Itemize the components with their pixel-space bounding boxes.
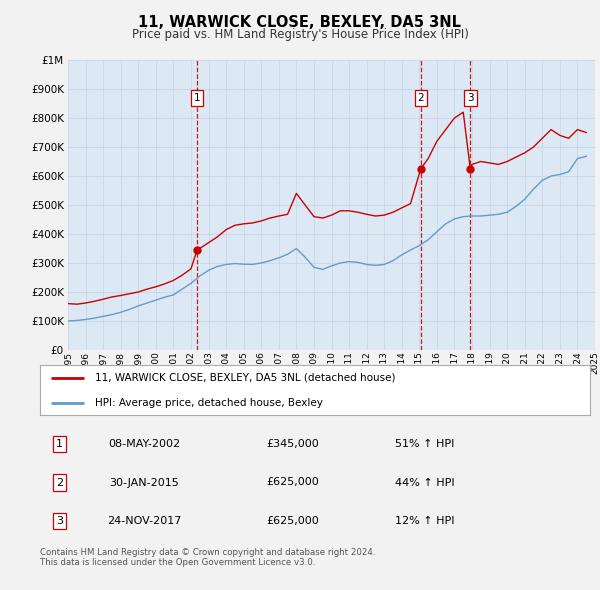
Text: 30-JAN-2015: 30-JAN-2015 xyxy=(110,477,179,487)
Text: 2: 2 xyxy=(418,93,424,103)
Text: 11, WARWICK CLOSE, BEXLEY, DA5 3NL: 11, WARWICK CLOSE, BEXLEY, DA5 3NL xyxy=(139,15,461,30)
Text: 24-NOV-2017: 24-NOV-2017 xyxy=(107,516,182,526)
Text: Contains HM Land Registry data © Crown copyright and database right 2024.
This d: Contains HM Land Registry data © Crown c… xyxy=(40,548,376,568)
Text: £345,000: £345,000 xyxy=(266,439,319,449)
Text: 08-MAY-2002: 08-MAY-2002 xyxy=(109,439,181,449)
Text: 11, WARWICK CLOSE, BEXLEY, DA5 3NL (detached house): 11, WARWICK CLOSE, BEXLEY, DA5 3NL (deta… xyxy=(95,372,395,382)
Text: 44% ↑ HPI: 44% ↑ HPI xyxy=(395,477,455,487)
Text: 3: 3 xyxy=(467,93,473,103)
Text: 1: 1 xyxy=(56,439,63,449)
Text: HPI: Average price, detached house, Bexley: HPI: Average price, detached house, Bexl… xyxy=(95,398,323,408)
Text: 1: 1 xyxy=(194,93,200,103)
Text: 51% ↑ HPI: 51% ↑ HPI xyxy=(395,439,455,449)
Text: 3: 3 xyxy=(56,516,63,526)
Text: 2: 2 xyxy=(56,477,63,487)
Text: £625,000: £625,000 xyxy=(266,516,319,526)
Text: £625,000: £625,000 xyxy=(266,477,319,487)
Text: Price paid vs. HM Land Registry's House Price Index (HPI): Price paid vs. HM Land Registry's House … xyxy=(131,28,469,41)
Text: 12% ↑ HPI: 12% ↑ HPI xyxy=(395,516,455,526)
